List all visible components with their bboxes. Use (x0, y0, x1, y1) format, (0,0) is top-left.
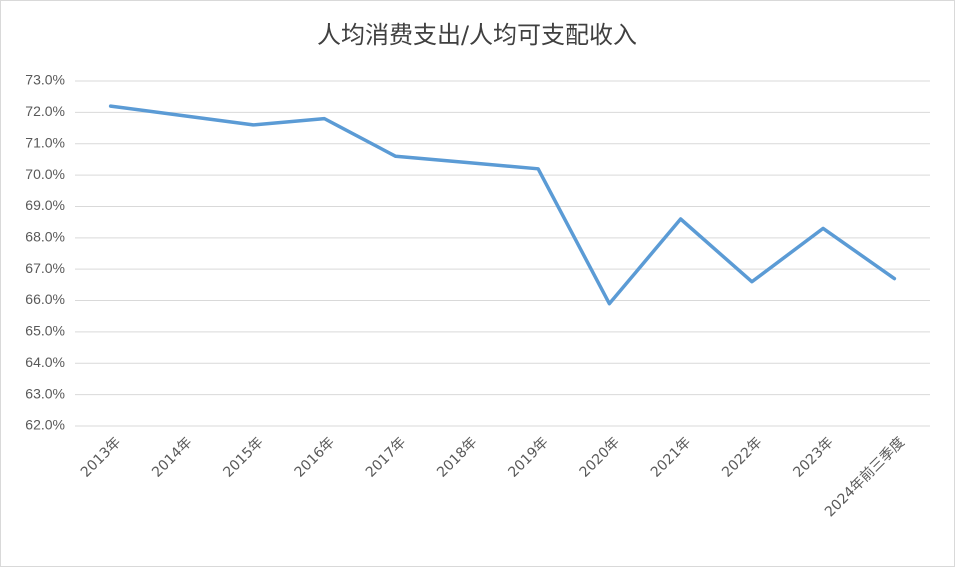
y-tick-label: 72.0% (25, 103, 65, 119)
y-tick-label: 65.0% (25, 323, 65, 339)
y-tick-label: 70.0% (25, 166, 65, 182)
chart-title: 人均消费支出/人均可支配收入 (317, 21, 637, 49)
y-tick-label: 64.0% (25, 354, 65, 370)
y-tick-label: 67.0% (25, 260, 65, 276)
y-tick-label: 69.0% (25, 197, 65, 213)
data-line (108, 104, 897, 306)
y-tick-label: 68.0% (25, 229, 65, 245)
y-tick-label: 63.0% (25, 385, 65, 401)
y-tick-label: 66.0% (25, 291, 65, 307)
y-tick-label: 62.0% (25, 417, 65, 433)
y-tick-label: 71.0% (25, 134, 65, 150)
y-tick-label: 73.0% (25, 72, 65, 88)
